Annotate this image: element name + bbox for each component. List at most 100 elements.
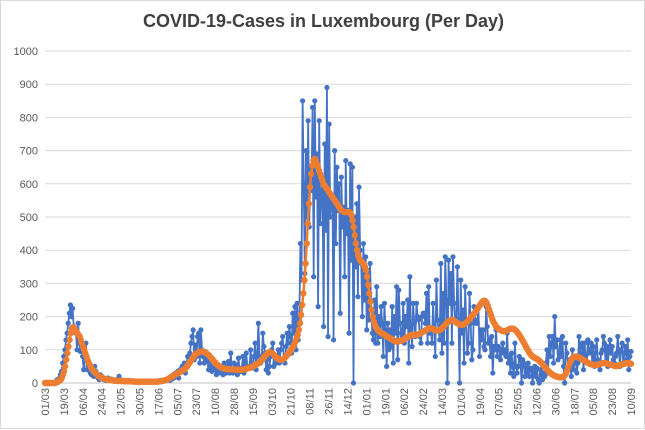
daily-point — [600, 333, 606, 340]
daily-point — [261, 343, 267, 350]
x-tick-label: 24/02 — [418, 388, 430, 416]
y-tick-label: 300 — [20, 278, 38, 290]
average-point — [296, 320, 304, 327]
daily-point — [621, 350, 627, 356]
average-point — [307, 170, 315, 178]
daily-point — [68, 314, 75, 320]
daily-point — [187, 350, 193, 356]
daily-point — [597, 367, 603, 373]
daily-point — [438, 260, 444, 267]
daily-point — [505, 360, 511, 366]
daily-point — [479, 337, 485, 343]
daily-point — [400, 300, 406, 306]
daily-point — [322, 141, 328, 147]
daily-point — [575, 360, 581, 366]
average-point — [304, 220, 312, 227]
average-point — [301, 276, 308, 284]
daily-point — [476, 353, 483, 360]
daily-point — [474, 320, 480, 326]
y-tick-label: 100 — [20, 345, 38, 357]
daily-point — [192, 342, 198, 348]
daily-point — [553, 343, 559, 350]
x-tick-label: 10/09 — [626, 388, 638, 416]
daily-point — [321, 323, 327, 330]
daily-point — [354, 201, 360, 207]
daily-point — [406, 360, 412, 366]
average-point — [349, 217, 356, 224]
x-tick-label: 10/08 — [210, 388, 222, 416]
daily-point — [369, 330, 375, 336]
daily-point — [248, 347, 254, 353]
x-tick-label: 01/03 — [40, 388, 52, 416]
y-tick-label: 200 — [20, 312, 38, 324]
average-point — [348, 212, 355, 219]
x-tick-label: 18/07 — [569, 388, 581, 416]
daily-point — [537, 367, 543, 373]
daily-point — [542, 373, 548, 379]
daily-point — [525, 360, 531, 366]
daily-point — [433, 277, 439, 283]
daily-point — [251, 353, 257, 360]
daily-point — [198, 327, 204, 333]
daily-point — [313, 194, 319, 200]
daily-point — [388, 343, 394, 350]
daily-point — [536, 380, 542, 386]
daily-point — [450, 254, 456, 260]
daily-point — [360, 240, 367, 247]
daily-point — [581, 340, 588, 346]
daily-point — [355, 294, 361, 300]
daily-point — [324, 84, 330, 91]
average-point — [65, 343, 72, 350]
average-point — [363, 273, 371, 280]
daily-point — [397, 320, 403, 326]
daily-point — [312, 98, 318, 104]
daily-point — [574, 370, 580, 376]
daily-point — [374, 284, 380, 290]
daily-point — [356, 184, 362, 190]
daily-point — [348, 257, 354, 263]
daily-point — [303, 148, 309, 154]
daily-point — [311, 274, 317, 280]
daily-point — [515, 363, 521, 369]
daily-point — [389, 304, 395, 310]
daily-point — [265, 370, 271, 376]
y-tick-label: 1000 — [14, 46, 38, 58]
daily-point — [188, 340, 194, 346]
daily-point — [464, 350, 470, 356]
daily-point — [457, 380, 463, 386]
x-tick-label: 05/08 — [588, 388, 600, 416]
daily-point — [233, 362, 239, 368]
daily-point — [376, 314, 382, 320]
daily-point — [429, 340, 435, 346]
daily-point — [280, 333, 286, 340]
daily-point — [484, 323, 490, 330]
daily-point — [411, 320, 417, 326]
x-tick-label: 26/11 — [324, 388, 336, 415]
daily-point — [585, 337, 591, 343]
average-point — [305, 200, 313, 207]
daily-point — [500, 340, 506, 346]
daily-point — [590, 343, 597, 350]
daily-point — [65, 320, 71, 326]
average-point — [350, 223, 357, 231]
daily-point — [551, 360, 557, 366]
daily-point — [593, 350, 599, 356]
x-tick-label: 08/11 — [305, 388, 317, 415]
daily-point — [462, 284, 468, 290]
daily-point — [325, 333, 331, 340]
daily-point — [576, 333, 582, 340]
daily-point — [190, 327, 196, 333]
daily-point — [489, 333, 495, 340]
daily-point — [318, 191, 325, 197]
daily-point — [570, 367, 577, 373]
daily-point — [497, 357, 504, 363]
daily-point — [444, 380, 451, 386]
daily-point — [349, 164, 355, 170]
daily-point — [391, 314, 397, 320]
daily-point — [447, 300, 453, 306]
daily-point — [343, 157, 349, 164]
daily-point — [442, 254, 448, 260]
daily-point — [530, 380, 536, 386]
daily-point — [615, 333, 621, 340]
